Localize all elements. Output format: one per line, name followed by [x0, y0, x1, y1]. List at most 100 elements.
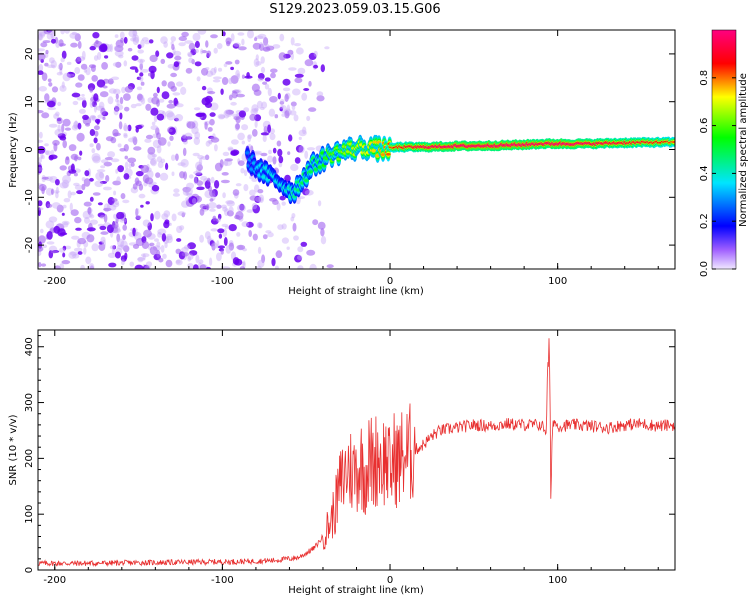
heatmap-x-tick-label: 0 — [387, 276, 393, 287]
noise-blob — [114, 34, 119, 38]
noise-blob — [156, 249, 161, 258]
noise-blob — [94, 130, 99, 137]
noise-blob — [223, 160, 229, 167]
noise-blob — [226, 40, 231, 47]
noise-blob — [38, 32, 43, 41]
noise-blob — [129, 261, 135, 267]
colorbar-tick-label: 0.6 — [699, 118, 710, 134]
noise-blob — [187, 256, 192, 262]
noise-blob — [238, 110, 247, 118]
noise-blob — [88, 263, 95, 269]
noise-blob — [148, 39, 154, 44]
noise-blob — [258, 194, 265, 203]
heatmap-y-tick-label: 0 — [24, 146, 35, 152]
noise-blob — [163, 41, 168, 48]
noise-blob — [248, 230, 252, 237]
noise-blob — [284, 110, 290, 119]
noise-blob — [269, 96, 278, 103]
noise-blob — [46, 30, 55, 36]
noise-blob — [286, 104, 291, 113]
noise-blob — [243, 107, 250, 113]
noise-blob — [198, 259, 204, 265]
noise-blob — [107, 252, 116, 258]
noise-blob — [251, 202, 258, 210]
noise-blob — [214, 180, 220, 189]
noise-blob — [241, 261, 246, 266]
noise-blob — [274, 265, 279, 269]
noise-blob — [74, 33, 81, 42]
noise-blob — [161, 80, 167, 87]
noise-blob — [252, 204, 260, 214]
noise-blob — [89, 46, 96, 51]
noise-blob — [134, 264, 144, 269]
noise-blob — [284, 93, 289, 102]
noise-blob — [220, 204, 227, 209]
noise-blob — [55, 39, 61, 48]
noise-blob — [123, 122, 128, 131]
noise-blob — [295, 195, 301, 205]
noise-blob — [210, 137, 220, 143]
colorbar-tick-label: 0.0 — [699, 261, 710, 277]
noise-blob — [89, 87, 94, 93]
noise-blob — [98, 241, 104, 245]
noise-blob — [230, 149, 240, 156]
noise-blob — [136, 93, 143, 101]
noise-blob — [207, 202, 217, 209]
noise-blob — [123, 132, 128, 137]
noise-blob — [137, 44, 142, 49]
noise-blob — [277, 92, 281, 100]
noise-blob — [280, 105, 284, 110]
noise-blob — [180, 158, 189, 168]
noise-blob — [175, 259, 181, 264]
noise-blob — [84, 216, 90, 224]
noise-blob — [62, 245, 67, 251]
noise-blob — [60, 30, 65, 35]
noise-blob — [263, 125, 268, 134]
noise-blob — [104, 157, 113, 161]
noise-blob — [210, 242, 219, 249]
noise-blob — [112, 180, 121, 186]
noise-blob — [70, 191, 76, 196]
noise-blob — [153, 115, 158, 123]
noise-blob — [53, 142, 58, 152]
noise-blob — [166, 112, 176, 121]
noise-blob — [267, 124, 271, 133]
noise-blob — [180, 86, 187, 95]
noise-blob — [70, 42, 78, 48]
noise-blob — [255, 61, 262, 66]
noise-blob — [117, 143, 122, 148]
noise-blob — [116, 99, 120, 106]
ridge-mark — [380, 153, 386, 156]
snr-x-tick-label: -100 — [211, 575, 234, 586]
noise-blob — [257, 222, 262, 229]
noise-blob — [98, 44, 108, 53]
noise-blob — [136, 86, 143, 91]
noise-blob — [40, 263, 47, 267]
noise-blob — [46, 64, 56, 69]
noise-blob — [78, 108, 86, 114]
noise-blob — [103, 207, 112, 212]
noise-blob — [38, 48, 45, 52]
noise-blob — [213, 47, 218, 54]
noise-blob — [158, 257, 164, 263]
noise-blob — [70, 209, 79, 217]
noise-blob — [38, 64, 44, 72]
snr-series-line — [38, 338, 675, 568]
noise-blob — [77, 122, 82, 130]
noise-blob — [131, 136, 136, 143]
noise-blob — [113, 88, 121, 95]
noise-blob — [175, 103, 184, 108]
noise-blob — [98, 242, 106, 251]
noise-blob — [105, 136, 114, 142]
noise-blob — [287, 49, 294, 55]
noise-blob — [172, 92, 181, 96]
noise-blob — [232, 113, 239, 118]
noise-blob — [96, 119, 100, 125]
noise-blob — [326, 264, 334, 269]
noise-blob — [218, 233, 223, 239]
noise-blob — [129, 66, 138, 70]
noise-blob — [139, 76, 144, 82]
noise-blob — [216, 252, 222, 262]
noise-blob — [93, 125, 100, 131]
snr-x-axis-label: Height of straight line (km) — [288, 585, 424, 596]
